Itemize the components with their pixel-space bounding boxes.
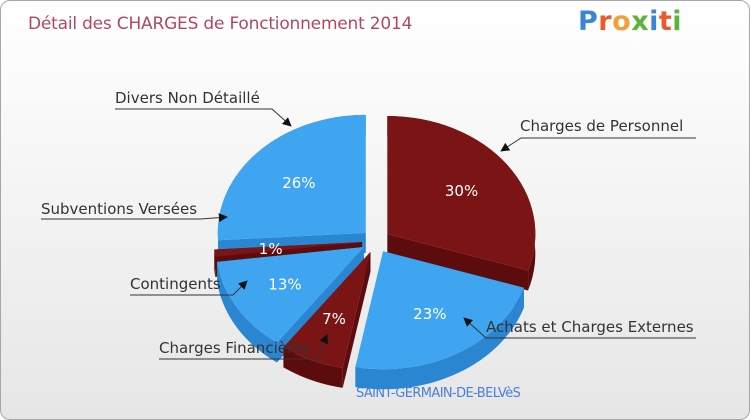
value-label: 26% — [282, 174, 315, 192]
slice-charges-financieres-top — [283, 251, 371, 368]
logo-letter: i — [672, 6, 683, 37]
logo-letter: P — [578, 6, 599, 37]
label-contingents: Contingents — [130, 275, 221, 293]
value-label: 23% — [413, 305, 446, 323]
logo-letter: t — [658, 6, 673, 37]
slice-achats-charges-externes-top — [355, 251, 524, 370]
slice-divers-non-detaille-top — [217, 114, 366, 241]
slice-subventions-versees-top — [214, 242, 363, 257]
value-label: 7% — [322, 310, 346, 328]
value-label: 13% — [268, 275, 301, 293]
commune-name: SAINT-GERMAIN-DE-BELVèS — [356, 386, 521, 401]
logo-letter: r — [598, 6, 613, 37]
value-label: 30% — [445, 182, 478, 200]
slice-charges-financieres[interactable] — [283, 251, 371, 388]
leader-line — [130, 280, 248, 296]
leader-line — [463, 317, 696, 339]
label-achats-charges-externes: Achats et Charges Externes — [486, 318, 694, 336]
leader-line — [115, 108, 292, 127]
slice-contingents-side — [217, 261, 277, 363]
value-label: 1% — [259, 240, 283, 258]
label-charges-financieres: Charges Financières — [159, 339, 310, 357]
slice-charges-personnel-top — [387, 116, 536, 271]
slice-charges-personnel[interactable] — [387, 116, 536, 291]
logo-letter: i — [649, 6, 659, 37]
logo-letter: o — [612, 6, 632, 37]
slice-contingents-top — [217, 247, 364, 343]
label-charges-personnel: Charges de Personnel — [520, 117, 683, 135]
slice-charges-personnel-wall — [387, 234, 529, 291]
slice-charges-financieres-side — [283, 347, 343, 388]
leader-line — [500, 137, 696, 152]
proxiti-logo[interactable]: Proxiti — [578, 6, 682, 37]
label-subventions-versees: Subventions Versées — [41, 200, 197, 218]
slice-charges-financieres-wall — [342, 251, 371, 388]
leader-line — [41, 213, 228, 223]
logo-letter: x — [631, 6, 650, 37]
leader-line — [159, 334, 329, 360]
label-divers-non-detaille: Divers Non Détaillé — [115, 89, 260, 107]
chart-title: Détail des CHARGES de Fonctionnement 201… — [28, 14, 413, 34]
